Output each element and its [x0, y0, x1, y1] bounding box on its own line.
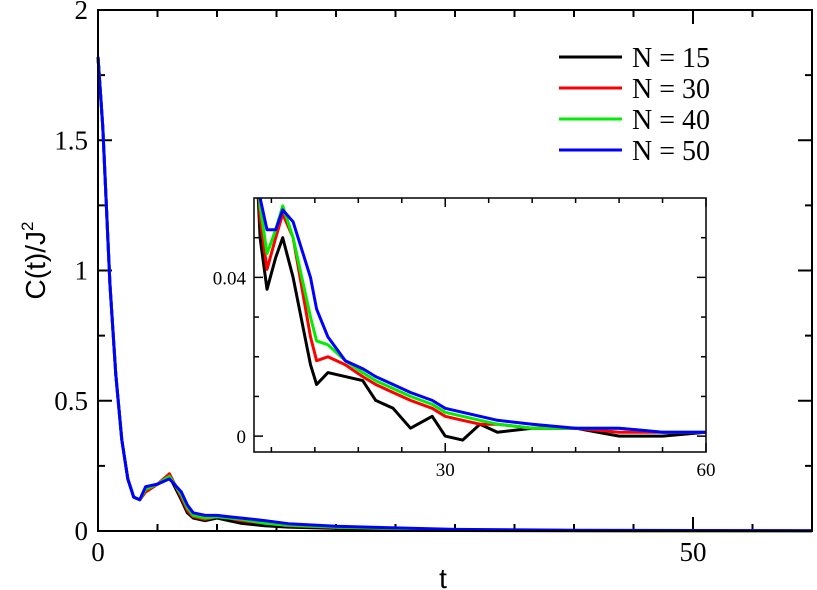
legend-label-n-30: N = 30 [632, 74, 710, 105]
inset-plot-frame [253, 197, 707, 453]
inset-series-lines [256, 198, 706, 442]
inset-x-tick-label: 30 [436, 460, 455, 481]
y-tick-label: 0.5 [54, 386, 88, 416]
inset-y-tick-label: 0.04 [213, 268, 247, 289]
y-tick-label: 0 [75, 516, 89, 546]
inset-y-tick-label: 0 [237, 427, 247, 448]
main-tick-labels: 0 0.5 1 1.5 2 0 50 [54, 0, 706, 567]
inset-series-line-n-50 [258, 198, 706, 434]
y-tick-label: 1 [75, 256, 89, 286]
x-tick-label: 0 [91, 537, 105, 567]
y-axis-label-base: C(t)/J [20, 231, 51, 299]
inset-background [254, 198, 706, 452]
y-axis-label-superscript: 2 [18, 222, 37, 231]
legend-label-n-15: N = 15 [632, 43, 710, 74]
y-tick-label: 2 [75, 0, 89, 25]
y-axis-label: C(t)/J2 [18, 222, 51, 300]
x-axis-label: t [439, 563, 447, 590]
legend-label-n-40: N = 40 [632, 105, 710, 136]
inset-tick-labels: 0 0.04 30 60 [213, 268, 716, 481]
y-tick-label: 1.5 [54, 125, 88, 155]
legend: N = 15N = 30N = 40N = 50 [559, 43, 710, 167]
legend-label-n-50: N = 50 [632, 136, 710, 167]
x-tick-label: 50 [680, 537, 707, 567]
main-plot-frame [97, 9, 813, 532]
main-series-lines [96, 56, 813, 533]
series-line-n-50 [96, 56, 813, 533]
inset-x-tick-label: 60 [697, 460, 716, 481]
